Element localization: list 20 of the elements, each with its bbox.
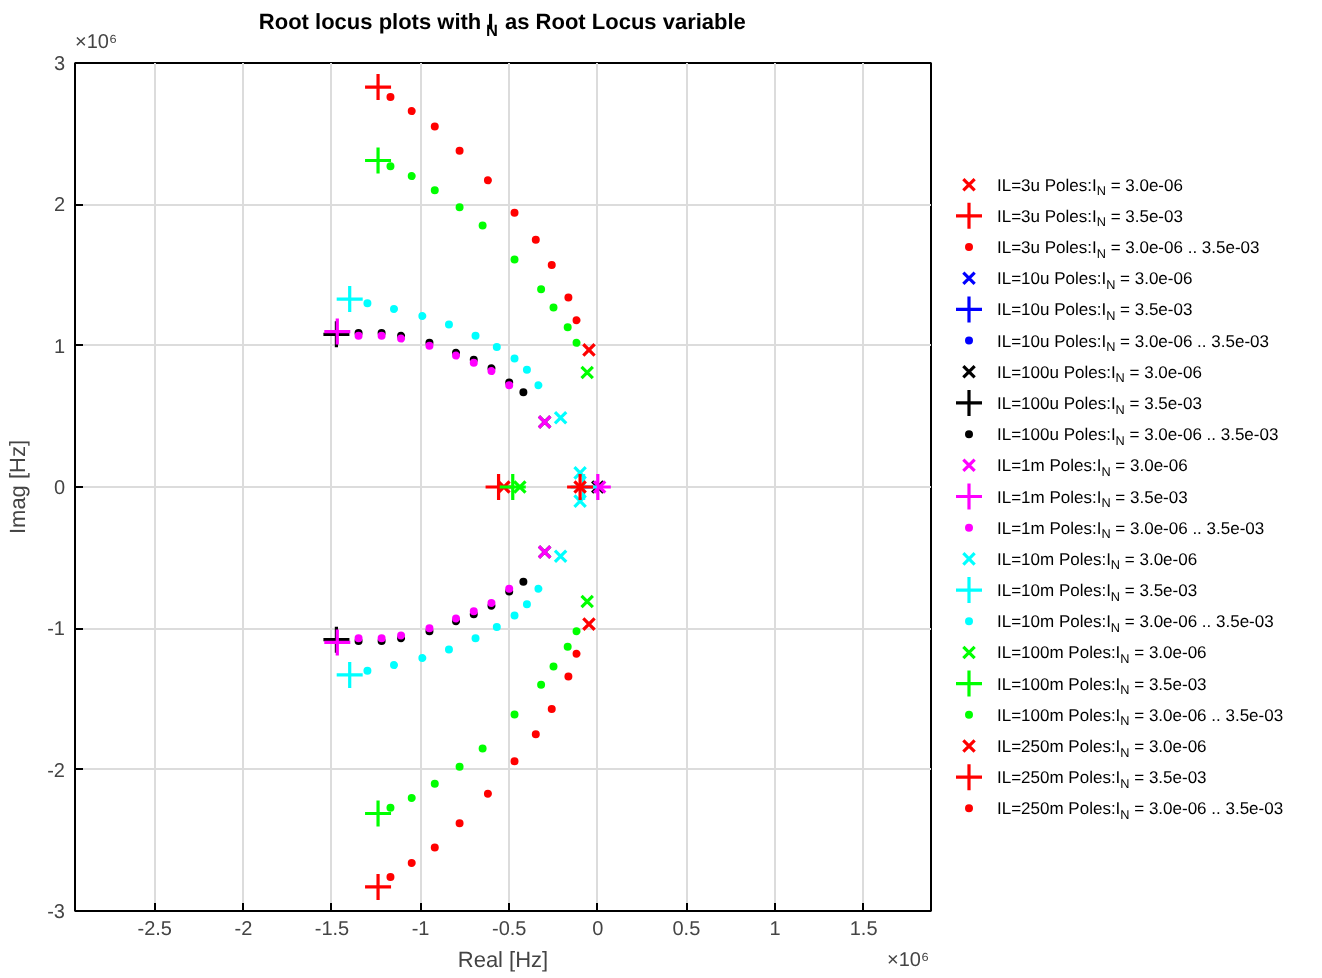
x-tick-label: -2 — [234, 919, 254, 941]
y-axis-title: Imag [Hz] — [7, 439, 32, 535]
text: ×10⁶ — [75, 32, 118, 54]
text: ×10⁶ — [887, 950, 930, 972]
x-tick-label: 1 — [769, 919, 782, 941]
x-tick-label: -1 — [411, 919, 431, 941]
x-tick-label: -1.5 — [314, 919, 351, 941]
x-tick-label: -2.5 — [137, 919, 173, 941]
y-tick-label: 0 — [53, 478, 66, 500]
x-tick-label: 0.5 — [672, 919, 702, 941]
x-tick-label: -0.5 — [491, 919, 528, 941]
x-axis-title: Real [Hz] — [457, 949, 549, 973]
y-tick-label: 1 — [53, 336, 66, 359]
y-tick-label: -3 — [47, 902, 66, 924]
y-tick-label: -1 — [47, 619, 66, 642]
y-tick-label: 3 — [53, 54, 66, 76]
x-tick-label: 0 — [592, 919, 605, 941]
y-tick-label: -2 — [47, 760, 66, 783]
y-tick-label: 2 — [53, 195, 66, 218]
x-tick-label: 1.5 — [849, 919, 879, 941]
